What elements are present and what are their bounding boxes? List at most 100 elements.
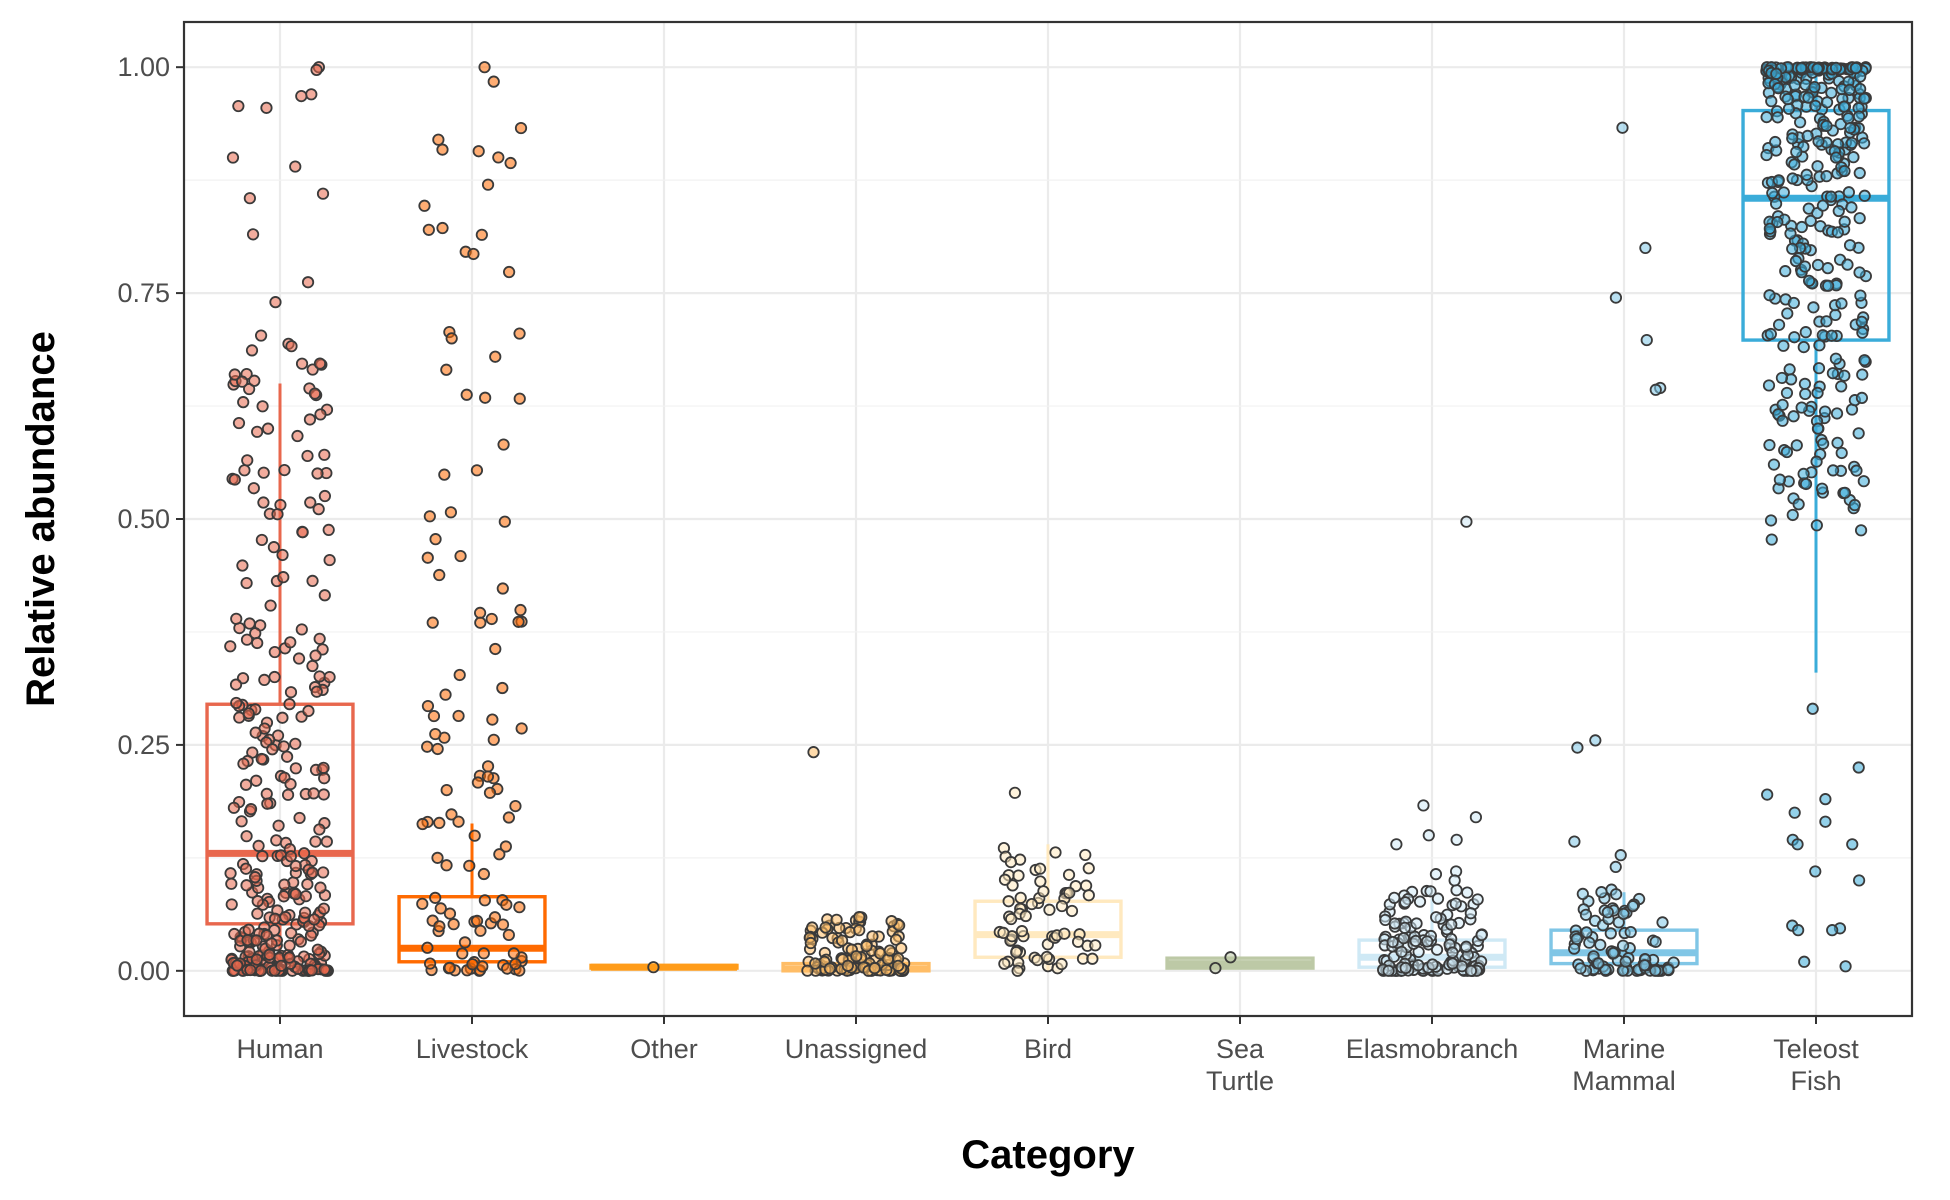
data-point <box>266 743 279 756</box>
data-point <box>232 416 246 430</box>
data-point <box>1839 960 1852 973</box>
data-point <box>1589 734 1602 747</box>
data-point <box>308 913 321 926</box>
data-point <box>1763 438 1776 452</box>
data-point <box>477 947 490 960</box>
data-point <box>1460 940 1473 953</box>
data-point <box>272 819 285 832</box>
data-point <box>1055 957 1068 971</box>
data-point <box>1847 151 1860 164</box>
data-point <box>1854 524 1868 537</box>
data-point <box>248 374 261 387</box>
data-point <box>1382 964 1395 977</box>
data-point <box>1817 437 1830 450</box>
data-point <box>323 553 336 567</box>
data-point <box>1815 482 1829 495</box>
data-point <box>1829 151 1843 164</box>
data-point <box>313 823 326 836</box>
data-point <box>298 847 311 860</box>
data-point <box>261 422 275 435</box>
data-point <box>254 964 268 977</box>
data-point <box>489 350 502 363</box>
data-point <box>819 921 832 934</box>
data-point <box>486 713 499 726</box>
data-point <box>1777 186 1790 199</box>
data-point <box>314 408 327 421</box>
data-point <box>249 627 262 640</box>
data-point <box>1639 241 1652 255</box>
data-point <box>514 121 528 135</box>
data-point <box>496 582 509 595</box>
data-point <box>283 698 296 711</box>
data-point <box>453 668 466 682</box>
data-point <box>1760 111 1773 124</box>
data-point <box>241 454 254 467</box>
data-point <box>1224 951 1237 964</box>
data-point <box>307 787 320 800</box>
data-point <box>229 678 243 691</box>
data-point <box>310 63 323 76</box>
data-point <box>1820 170 1833 183</box>
data-point <box>1450 884 1463 897</box>
data-point <box>1430 943 1444 956</box>
data-point <box>1779 265 1792 278</box>
data-point <box>276 711 289 724</box>
data-point <box>230 612 243 625</box>
data-point <box>301 276 315 289</box>
data-point <box>284 850 297 863</box>
data-point <box>271 508 284 521</box>
data-point <box>1601 906 1614 919</box>
data-point <box>868 962 881 975</box>
data-point <box>1808 80 1821 94</box>
x-tick-label-line: Marine <box>1583 1034 1666 1064</box>
data-point <box>279 910 292 924</box>
data-point <box>1787 296 1800 310</box>
data-point <box>1209 962 1222 975</box>
data-point <box>1852 110 1866 123</box>
data-point <box>268 645 281 659</box>
data-point <box>310 685 323 698</box>
data-point <box>254 329 268 342</box>
data-point <box>1797 467 1810 480</box>
data-point <box>263 948 276 961</box>
data-point <box>1788 158 1801 171</box>
data-point <box>488 911 502 924</box>
data-point <box>1858 137 1871 150</box>
data-point <box>1792 924 1805 937</box>
data-point <box>1770 197 1783 210</box>
data-point <box>313 670 326 683</box>
data-point <box>1082 862 1095 875</box>
data-point <box>433 816 446 830</box>
data-point <box>242 707 255 720</box>
data-point <box>277 740 290 753</box>
data-point <box>1446 957 1459 970</box>
data-point <box>1410 917 1423 930</box>
data-point <box>305 88 318 101</box>
x-tick-label-line: Elasmobranch <box>1346 1034 1519 1064</box>
data-point <box>1819 815 1832 828</box>
data-point <box>1461 886 1474 899</box>
data-point <box>1607 946 1620 960</box>
data-point <box>475 228 488 241</box>
data-point <box>1765 533 1778 546</box>
data-point <box>1771 111 1784 124</box>
data-point <box>1829 352 1843 365</box>
x-tick-label: Marine Mammal <box>1572 1034 1676 1096</box>
data-point <box>1764 514 1778 527</box>
data-point <box>801 964 814 977</box>
data-point <box>322 523 335 537</box>
data-point <box>1574 962 1587 975</box>
data-point <box>1845 201 1858 214</box>
data-point <box>1464 964 1478 977</box>
data-point <box>1422 829 1435 842</box>
data-point <box>1853 212 1866 225</box>
data-point <box>483 786 497 799</box>
data-point <box>318 772 331 785</box>
x-tick-label: Elasmobranch <box>1346 1034 1519 1064</box>
data-point <box>481 770 495 783</box>
data-point <box>502 811 515 824</box>
data-point <box>1842 186 1855 199</box>
x-tick-label-line: Turtle <box>1206 1066 1274 1096</box>
data-point <box>1040 950 1053 964</box>
data-point <box>239 862 253 875</box>
